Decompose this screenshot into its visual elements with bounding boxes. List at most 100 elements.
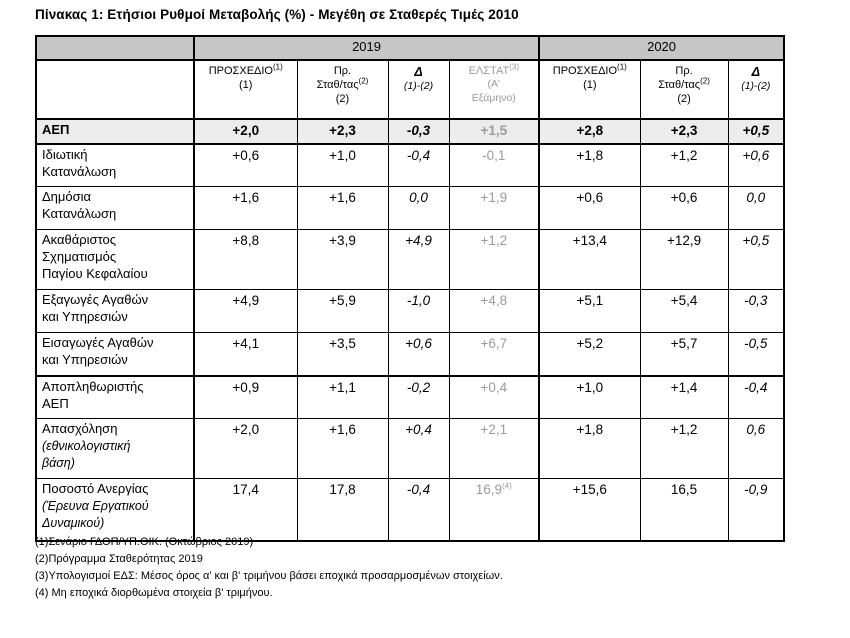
- row-label-text: Εισαγωγές Αγαθών και Υπηρεσιών: [42, 335, 154, 368]
- col-header-text: (1)-(2): [741, 80, 771, 93]
- row-employment: Απασχόληση (εθνικολογιστική βάση) +2,0 +…: [35, 418, 785, 480]
- row-label: Εισαγωγές Αγαθών και Υπηρεσιών: [35, 332, 195, 377]
- footnote-ref: (2): [358, 76, 369, 86]
- value-cell: -0,4: [387, 478, 450, 542]
- table-title: Πίνακας 1: Ετήσιοι Ρυθμοί Μεταβολής (%) …: [35, 7, 519, 22]
- value-cell: 17,8: [296, 478, 389, 542]
- col-header-text: (1): [239, 79, 253, 92]
- value-cell: 16,9(4): [448, 478, 540, 542]
- value-cell: +0,9: [193, 375, 298, 420]
- col-header-text: ΠΡΟΣΧΕΔΙΟ: [208, 64, 273, 77]
- col-header-delta-2019: Δ (1)-(2): [387, 59, 450, 120]
- footnote-2: (2)Πρόγραμμα Σταθερότητας 2019: [35, 553, 203, 565]
- value-cell: +4,1: [193, 332, 298, 377]
- footnotes: (1)Σενάριο ΓΔΟΠ/ΥΠ.ΟΙΚ. (Οκτώβριος 2019)…: [35, 534, 503, 602]
- year-group-2019: 2019: [193, 35, 540, 61]
- col-header-text: (1)-(2): [403, 80, 434, 93]
- footnote-1: (1)Σενάριο ΓΔΟΠ/ΥΠ.ΟΙΚ. (Οκτώβριος 2019): [35, 536, 254, 548]
- row-label: ΑΕΠ: [35, 117, 195, 145]
- footnote-3: (3)Υπολογισμοί ΕΔΣ: Μέσος όρος α' και β'…: [35, 570, 503, 582]
- col-header-text: ΕΛΣΤΑΤ: [468, 64, 510, 77]
- col-header-text: Σταθ/τας: [316, 79, 359, 92]
- row-unemployment-rate: Ποσοστό Ανεργίας (Έρευνα Εργατικού Δυναμ…: [35, 478, 785, 542]
- value-cell: 16,5: [639, 478, 729, 542]
- col-header-elstat-2019: ΕΛΣΤΑΤ(3) (Α' Εξάμηνο): [448, 59, 540, 120]
- col-header-stability-2019: Πρ. Σταθ/τας(2) (2): [296, 59, 389, 120]
- row-sublabel-text: (Έρευνα Εργατικού Δυναμικού): [42, 499, 149, 530]
- delta-symbol: Δ: [414, 64, 423, 79]
- row-exports: Εξαγωγές Αγαθών και Υπηρεσιών +4,9 +5,9 …: [35, 289, 785, 334]
- value-cell: +8,8: [193, 229, 298, 291]
- row-gdp-deflator: Αποπληθωριστής ΑΕΠ +0,9 +1,1 -0,2 +0,4 +…: [35, 375, 785, 420]
- value-cell: -0,4: [387, 143, 450, 188]
- col-header-proschedio-2020: ΠΡΟΣΧΕΔΙΟ(1) (1): [538, 59, 641, 120]
- label-header-cell: [35, 59, 195, 120]
- value-cell: -0,1: [448, 143, 540, 188]
- value-cell: +5,2: [538, 332, 641, 377]
- row-label: Αποπληθωριστής ΑΕΠ: [35, 375, 195, 420]
- row-label-text: ΑΕΠ: [42, 121, 70, 137]
- value-cell: +0,6: [193, 143, 298, 188]
- value-cell: 0,6: [727, 418, 785, 480]
- value-cell: +1,0: [296, 143, 389, 188]
- row-sublabel-text: (εθνικολογιστική βάση): [42, 439, 131, 470]
- row-label-text: Ακαθάριστος Σχηματισμός Παγίου Κεφαλαίου: [42, 232, 148, 282]
- value-cell: +2,8: [538, 117, 641, 145]
- delta-symbol: Δ: [751, 64, 761, 79]
- year-header-row: 2019 2020: [35, 35, 785, 61]
- row-label-text: Απασχόληση: [42, 421, 118, 437]
- col-header-text: Εξάμηνο): [471, 91, 516, 104]
- col-header-delta-2020: Δ (1)-(2): [727, 59, 785, 120]
- row-private-consumption: Ιδιωτική Κατανάλωση +0,6 +1,0 -0,4 -0,1 …: [35, 143, 785, 188]
- value-cell: -0,3: [387, 117, 450, 145]
- value-cell: +0,4: [448, 375, 540, 420]
- footnote-ref: (3): [509, 62, 519, 72]
- value-cell: 17,4: [193, 478, 298, 542]
- value-cell: +2,0: [193, 418, 298, 480]
- row-label-text: Εξαγωγές Αγαθών και Υπηρεσιών: [42, 292, 149, 325]
- row-label-text: Ποσοστό Ανεργίας: [42, 481, 149, 497]
- value-cell: +5,1: [538, 289, 641, 334]
- value-cell: -1,0: [387, 289, 450, 334]
- value-cell: +0,5: [727, 117, 785, 145]
- col-header-text: Σταθ/τας: [658, 79, 701, 92]
- value-cell: 0,0: [387, 186, 450, 231]
- value-cell: +4,8: [448, 289, 540, 334]
- value-cell: +1,6: [193, 186, 298, 231]
- col-header-text: Πρ.: [333, 64, 352, 77]
- value-cell: +1,2: [448, 229, 540, 291]
- col-header-text: (2): [335, 93, 350, 106]
- row-label: Δημόσια Κατανάλωση: [35, 186, 195, 231]
- value-cell: -0,3: [727, 289, 785, 334]
- value-cell: +1,1: [296, 375, 389, 420]
- row-label-text: Δημόσια Κατανάλωση: [42, 189, 117, 222]
- value-cell: +1,6: [296, 186, 389, 231]
- value-cell: +12,9: [639, 229, 729, 291]
- col-header-text: (1): [583, 79, 597, 92]
- value-cell: +5,4: [639, 289, 729, 334]
- footnote-ref: (4): [502, 481, 512, 491]
- value-cell: -0,5: [727, 332, 785, 377]
- value-cell: +15,6: [538, 478, 641, 542]
- value-cell: +1,5: [448, 117, 540, 145]
- value-cell: +0,6: [727, 143, 785, 188]
- value-cell: +1,8: [538, 143, 641, 188]
- value-cell: +0,6: [387, 332, 450, 377]
- row-gdp: ΑΕΠ +2,0 +2,3 -0,3 +1,5 +2,8 +2,3 +0,5: [35, 117, 785, 145]
- row-gross-fixed-capital: Ακαθάριστος Σχηματισμός Παγίου Κεφαλαίου…: [35, 229, 785, 291]
- value-cell: +1,8: [538, 418, 641, 480]
- row-label: Ακαθάριστος Σχηματισμός Παγίου Κεφαλαίου: [35, 229, 195, 291]
- col-header-text: (Α': [487, 78, 501, 91]
- col-header-text: (2): [677, 93, 691, 106]
- row-label: Απασχόληση (εθνικολογιστική βάση): [35, 418, 195, 480]
- value-cell: +2,1: [448, 418, 540, 480]
- row-label: Εξαγωγές Αγαθών και Υπηρεσιών: [35, 289, 195, 334]
- value-cell: +5,7: [639, 332, 729, 377]
- value-cell: -0,4: [727, 375, 785, 420]
- corner-cell: [35, 35, 195, 61]
- value-cell: +4,9: [387, 229, 450, 291]
- value-cell: +1,4: [639, 375, 729, 420]
- value-cell: +2,0: [193, 117, 298, 145]
- value-cell: +1,2: [639, 143, 729, 188]
